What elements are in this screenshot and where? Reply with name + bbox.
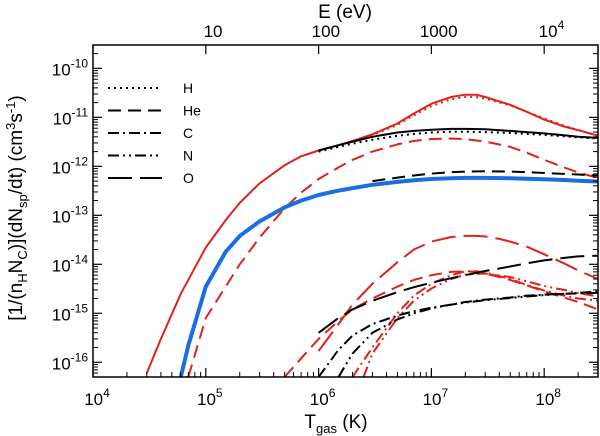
x-axis-title: Tgas (K) [304, 412, 367, 436]
top-axis-title: E (eV) [318, 2, 372, 23]
series-line-14 [337, 290, 598, 377]
y-tick-label-1: 10-16 [52, 350, 89, 373]
top-tick-label-2: 100 [312, 22, 340, 41]
plot-frame [92, 44, 599, 378]
legend-label-N: N [183, 148, 193, 164]
x-tick-label-1: 104 [84, 386, 110, 409]
legend: H He CNO [108, 80, 201, 186]
x-tick-label-5: 108 [535, 386, 561, 409]
x-tick-label-2: 105 [197, 386, 223, 409]
legend-label-O: O [183, 170, 194, 186]
y-tick-label-3: 10-14 [52, 252, 89, 275]
top-tick-label-3: 1000 [420, 22, 458, 41]
top-tick-label-1: 10 [204, 22, 223, 41]
series-line-12 [318, 254, 598, 334]
series-line-6 [372, 170, 598, 183]
y-tick-label-4: 10-13 [52, 203, 89, 226]
legend-label-H: H [183, 80, 193, 96]
y-tick-label-2: 10-15 [52, 301, 89, 324]
ticks-layer [92, 44, 599, 378]
y-tick-label-5: 10-12 [52, 154, 89, 177]
legend-label-C: C [183, 125, 193, 141]
series-line-11 [362, 272, 598, 377]
series-layer [145, 93, 598, 377]
y-tick-label-6: 10-11 [53, 105, 89, 128]
series-line-8 [317, 234, 598, 352]
x-tick-label-4: 107 [423, 386, 449, 409]
y-tick-label-7: 10-10 [52, 56, 89, 79]
top-tick-label-4: 104 [539, 18, 565, 41]
x-tick-label-3: 106 [310, 386, 336, 409]
series-line-4 [318, 127, 598, 152]
y-axis-title: [1/(nHNC)](dNsp/dt) (cm3s-1) [3, 95, 30, 321]
series-line-3 [187, 137, 598, 377]
series-line-9 [283, 270, 598, 377]
labels-layer: 104 105 106 107 108 10-16 10-15 10-14 10-13 10-12… [3, 2, 565, 436]
legend-label-He: He [183, 103, 201, 119]
series-line-7 [178, 175, 598, 377]
